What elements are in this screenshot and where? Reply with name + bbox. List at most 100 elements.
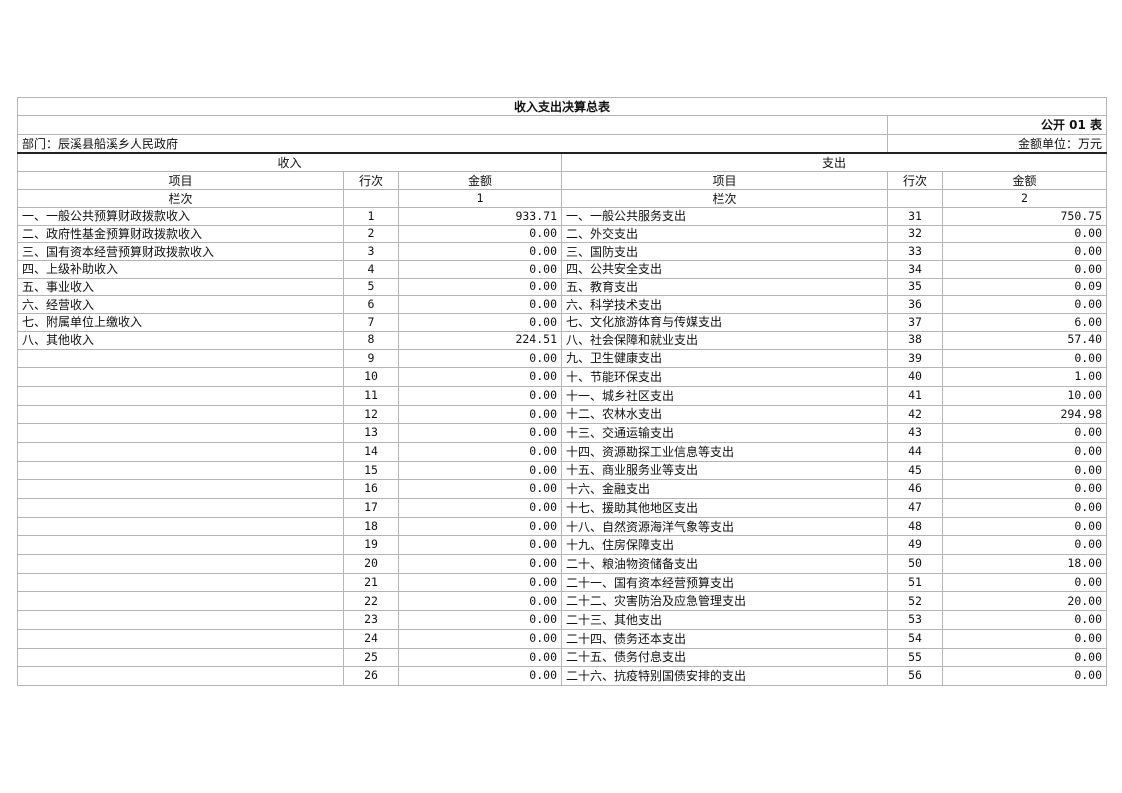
income-line: 7 (343, 313, 399, 332)
expense-amount: 57.40 (941, 330, 1108, 350)
income-line: 13 (343, 423, 399, 443)
col-amount: 金额 (398, 171, 562, 190)
department-label: 部门：辰溪县船溪乡人民政府 (17, 134, 888, 154)
expense-item: 十八、自然资源海洋气象等支出 (561, 516, 888, 537)
expense-line: 42 (887, 404, 943, 425)
expense-line: 36 (887, 295, 943, 315)
table-row: 11 0.00 十一、城乡社区支出 41 10.00 (17, 385, 1108, 406)
table-title: 收入支出决算总表 (16, 97, 1108, 116)
income-line: 23 (343, 610, 399, 630)
income-amount: 0.00 (398, 348, 562, 369)
table-row: 19 0.00 十九、住房保障支出 49 0.00 (17, 535, 1108, 556)
table-row: 13 0.00 十三、交通运输支出 43 0.00 (17, 423, 1108, 443)
table-row: 三、国有资本经营预算财政拨款收入 3 0.00 三、国防支出 33 0.00 (17, 242, 1108, 262)
income-item: 三、国有资本经营预算财政拨款收入 (17, 242, 344, 262)
expense-item: 二十六、抗疫特别国债安排的支出 (561, 666, 888, 686)
expense-line: 45 (887, 460, 943, 481)
expense-line: 46 (887, 479, 943, 499)
income-line: 21 (343, 572, 399, 593)
expense-amount: 0.00 (941, 295, 1108, 315)
expense-item: 二、外交支出 (561, 224, 888, 244)
table-row: 七、附属单位上缴收入 7 0.00 七、文化旅游体育与传媒支出 37 6.00 (17, 313, 1108, 332)
expense-line: 52 (887, 591, 943, 612)
lanci-label: 栏次 (561, 189, 888, 208)
expense-amount: 0.00 (941, 572, 1108, 593)
table-row: 18 0.00 十八、自然资源海洋气象等支出 48 0.00 (17, 516, 1108, 537)
table-row: 八、其他收入 8 224.51 八、社会保障和就业支出 38 57.40 (17, 330, 1108, 350)
table-row: 15 0.00 十五、商业服务业等支出 45 0.00 (17, 460, 1108, 481)
expense-amount: 0.00 (941, 224, 1108, 244)
income-line: 3 (343, 242, 399, 262)
income-line: 8 (343, 330, 399, 350)
income-amount: 0.00 (398, 628, 562, 649)
income-item (17, 572, 344, 593)
income-amount: 0.00 (398, 313, 562, 332)
income-amount: 0.00 (398, 572, 562, 593)
income-item: 八、其他收入 (17, 330, 344, 350)
expense-amount: 10.00 (941, 385, 1108, 406)
expense-amount: 0.00 (941, 441, 1108, 462)
income-amount: 0.00 (398, 666, 562, 686)
income-item (17, 423, 344, 443)
income-item: 二、政府性基金预算财政拨款收入 (17, 224, 344, 244)
income-line: 15 (343, 460, 399, 481)
table-row: 五、事业收入 5 0.00 五、教育支出 35 0.09 (17, 277, 1108, 297)
expense-item: 十六、金融支出 (561, 479, 888, 499)
income-item (17, 385, 344, 406)
table-row: 24 0.00 二十四、债务还本支出 54 0.00 (17, 628, 1108, 649)
expense-item: 二十一、国有资本经营预算支出 (561, 572, 888, 593)
expense-line: 37 (887, 313, 943, 332)
expense-line: 54 (887, 628, 943, 649)
income-line: 24 (343, 628, 399, 649)
expense-item: 四、公共安全支出 (561, 260, 888, 279)
expense-line: 31 (887, 207, 943, 226)
expense-item: 二十四、债务还本支出 (561, 628, 888, 649)
income-item (17, 628, 344, 649)
blank-cell (17, 115, 888, 135)
income-item (17, 516, 344, 537)
expense-item: 一、一般公共服务支出 (561, 207, 888, 226)
expense-line: 35 (887, 277, 943, 297)
income-amount: 0.00 (398, 535, 562, 556)
col-item: 项目 (17, 171, 344, 190)
income-line: 2 (343, 224, 399, 244)
expense-item: 六、科学技术支出 (561, 295, 888, 315)
expense-amount: 0.00 (941, 498, 1108, 518)
income-amount: 0.00 (398, 647, 562, 668)
expense-item: 十三、交通运输支出 (561, 423, 888, 443)
blank-cell (343, 189, 399, 208)
table-row: 17 0.00 十七、援助其他地区支出 47 0.00 (17, 498, 1108, 518)
income-line: 5 (343, 277, 399, 297)
expense-amount: 0.00 (941, 423, 1108, 443)
expense-line: 43 (887, 423, 943, 443)
expense-amount: 0.00 (941, 242, 1108, 262)
income-item (17, 610, 344, 630)
income-amount: 0.00 (398, 554, 562, 574)
expense-item: 八、社会保障和就业支出 (561, 330, 888, 350)
income-item (17, 479, 344, 499)
income-expense-table: 收入支出决算总表 公开 01 表 部门：辰溪县船溪乡人民政府 金额单位：万元 收… (16, 97, 1108, 686)
expense-item: 九、卫生健康支出 (561, 348, 888, 369)
col-line: 行次 (887, 171, 943, 190)
expense-item: 二十五、债务付息支出 (561, 647, 888, 668)
income-line: 14 (343, 441, 399, 462)
col-amount: 金额 (941, 171, 1108, 190)
income-amount: 0.00 (398, 516, 562, 537)
income-item (17, 367, 344, 387)
blank-cell (887, 189, 943, 208)
expense-item: 十四、资源勘探工业信息等支出 (561, 441, 888, 462)
income-item: 七、附属单位上缴收入 (17, 313, 344, 332)
expense-item: 二十、粮油物资储备支出 (561, 554, 888, 574)
expense-amount: 0.00 (941, 460, 1108, 481)
income-amount: 0.00 (398, 591, 562, 612)
col-item: 项目 (561, 171, 888, 190)
table-row: 14 0.00 十四、资源勘探工业信息等支出 44 0.00 (17, 441, 1108, 462)
income-line: 25 (343, 647, 399, 668)
expense-item: 二十二、灾害防治及应急管理支出 (561, 591, 888, 612)
income-item (17, 460, 344, 481)
expense-line: 33 (887, 242, 943, 262)
col-line: 行次 (343, 171, 399, 190)
income-line: 22 (343, 591, 399, 612)
expense-line: 49 (887, 535, 943, 556)
income-item (17, 647, 344, 668)
